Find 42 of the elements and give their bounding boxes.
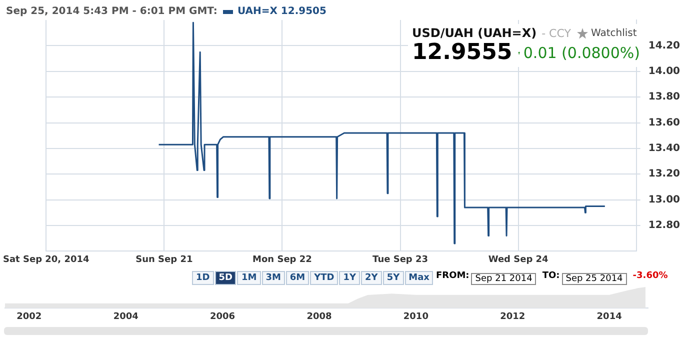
text: Max [404,271,434,285]
annotation: - CCY [542,26,571,40]
x-tick-label: 2012 [500,312,526,322]
x-tick-label: 2008 [306,312,332,322]
y-tick-label: 13.40 [648,143,680,154]
x-tick-label: 2014 [596,312,622,322]
legend-label: UAH=X 12.9505 [237,6,326,17]
text: 1M [237,271,261,285]
annotation: 12.9555 [412,40,512,65]
text: 1D [192,271,214,285]
x-tick-label: Sun Sep 21 [136,254,193,265]
y-tick-label: 13.00 [648,194,680,206]
y-tick-label: 14.00 [648,66,680,77]
x-tick-label: Wed Sep 24 [488,254,548,265]
y-tick-label: 12.80 [648,220,680,232]
y-tick-label: 14.20 [648,40,680,52]
x-tick-label: Mon Sep 22 [252,254,312,265]
x-tick-label: 2006 [210,312,236,322]
x-tick-label: Sat Sep 20, 2014 [3,254,90,265]
y-tick-label: 13.60 [648,117,680,128]
y-tick-label: 13.80 [648,92,680,103]
text: FROM: [436,270,470,280]
text: Sep 21 2014 [471,273,536,285]
text: TO: [542,270,560,280]
text: 6M [286,271,310,285]
x-tick-label: 2004 [113,312,138,322]
annotation: Watchlist [590,28,637,38]
text: 1Y [339,271,360,285]
text: 3M [262,271,285,285]
x-tick-label: 2002 [16,312,42,322]
text: 5D [214,271,236,285]
text: USD/UAH (UAH=X) [412,26,537,40]
text: YTD [310,271,338,285]
chart-subtitle: Sep 25, 2014 5:43 PM - 6:01 PM GMT: [6,6,218,17]
text: -3.60% [632,270,668,280]
text: 2Y [361,271,382,285]
y-tick-label: 13.20 [648,168,680,180]
text: 5Y [382,271,404,285]
x-tick-label: 2010 [403,312,428,322]
annotation: 0.01 (0.0800%) [523,44,640,62]
text: Sep 25 2014 [562,273,627,285]
x-tick-label: Tue Sep 23 [372,254,428,265]
